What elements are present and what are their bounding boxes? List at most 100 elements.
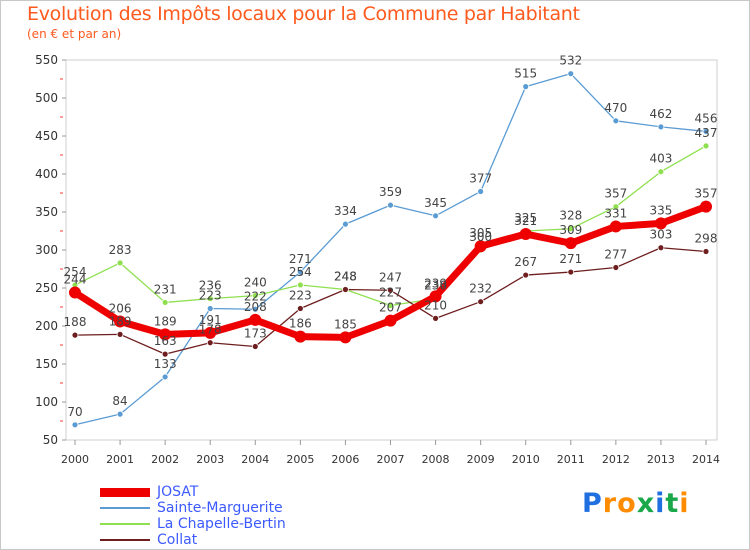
legend-swatch bbox=[100, 539, 150, 541]
data-point bbox=[251, 292, 259, 300]
data-label: 178 bbox=[199, 323, 222, 337]
data-point bbox=[477, 298, 485, 306]
x-tick-label: 2008 bbox=[422, 453, 450, 466]
data-point bbox=[251, 343, 259, 350]
data-label: 254 bbox=[64, 265, 87, 279]
data-point bbox=[657, 244, 665, 252]
x-tick-label: 2010 bbox=[512, 453, 540, 466]
data-label: 247 bbox=[379, 270, 402, 284]
x-tick-label: 2003 bbox=[196, 453, 224, 466]
y-tick-label: 150 bbox=[35, 357, 58, 371]
proxiti-logo: Proxiti bbox=[582, 488, 690, 519]
data-label: 240 bbox=[244, 276, 267, 290]
data-point bbox=[432, 314, 439, 322]
logo-letter: o bbox=[617, 488, 637, 519]
logo-letter: P bbox=[582, 488, 603, 519]
data-point bbox=[702, 248, 710, 255]
data-label: 345 bbox=[424, 196, 447, 210]
data-label: 303 bbox=[649, 228, 672, 242]
data-label: 331 bbox=[604, 206, 627, 220]
legend-label: Sainte-Marguerite bbox=[157, 500, 283, 516]
x-tick-label: 2005 bbox=[286, 453, 314, 466]
y-tick-label: 100 bbox=[35, 395, 58, 409]
logo-letter: i bbox=[655, 488, 666, 519]
data-point bbox=[204, 326, 217, 339]
y-tick-label: 350 bbox=[35, 205, 58, 219]
data-label: 334 bbox=[334, 204, 357, 218]
data-label: 244 bbox=[64, 273, 87, 287]
data-label: 232 bbox=[469, 282, 492, 296]
data-label: 470 bbox=[604, 101, 627, 115]
x-tick-label: 2012 bbox=[602, 453, 630, 466]
x-tick-label: 2002 bbox=[151, 453, 179, 466]
logo-letter: r bbox=[602, 488, 618, 519]
data-point bbox=[474, 240, 487, 253]
data-point bbox=[522, 271, 530, 279]
data-label: 185 bbox=[334, 317, 357, 331]
data-point bbox=[387, 302, 394, 309]
data-label: 188 bbox=[64, 315, 87, 329]
x-tick-label: 2014 bbox=[692, 453, 720, 466]
data-point bbox=[657, 123, 665, 131]
data-label: 456 bbox=[695, 111, 718, 125]
data-label: 236 bbox=[199, 279, 222, 293]
y-tick-label: 400 bbox=[35, 167, 58, 181]
data-point bbox=[700, 200, 712, 213]
x-tick-label: 2011 bbox=[557, 453, 585, 466]
data-point bbox=[206, 295, 214, 303]
y-tick-label: 450 bbox=[35, 129, 58, 143]
x-tick-label: 2009 bbox=[467, 453, 495, 466]
logo-letter: t bbox=[665, 488, 680, 519]
data-point bbox=[339, 331, 352, 344]
data-label: 309 bbox=[559, 223, 582, 237]
data-label: 325 bbox=[514, 211, 537, 225]
data-label: 403 bbox=[649, 152, 672, 166]
data-label: 189 bbox=[154, 314, 177, 328]
data-label: 321 bbox=[514, 214, 537, 228]
data-point bbox=[567, 70, 575, 78]
data-label: 248 bbox=[334, 270, 357, 284]
data-label: 210 bbox=[424, 298, 447, 312]
legend-swatch bbox=[100, 523, 150, 525]
legend-swatch bbox=[100, 507, 150, 509]
x-tick-label: 2006 bbox=[331, 453, 359, 466]
x-tick-label: 2004 bbox=[241, 453, 269, 466]
data-point bbox=[609, 220, 622, 233]
data-label: 377 bbox=[469, 171, 492, 185]
logo-letter: x bbox=[636, 488, 656, 519]
data-label: 515 bbox=[514, 67, 537, 81]
data-point bbox=[654, 217, 667, 230]
data-point bbox=[429, 290, 442, 303]
data-label: 163 bbox=[154, 334, 177, 348]
data-point bbox=[657, 168, 665, 176]
data-point bbox=[387, 201, 394, 209]
data-label: 186 bbox=[289, 317, 312, 331]
data-label: 227 bbox=[379, 285, 402, 299]
legend-label: La Chapelle-Bertin bbox=[157, 516, 286, 532]
data-point bbox=[161, 299, 169, 306]
data-label: 357 bbox=[695, 187, 718, 201]
y-tick-label: 200 bbox=[35, 319, 58, 333]
data-point bbox=[384, 314, 397, 327]
data-label: 239 bbox=[424, 276, 447, 290]
data-label: 357 bbox=[604, 187, 627, 201]
data-point bbox=[116, 410, 124, 418]
x-tick-label: 2007 bbox=[377, 453, 405, 466]
data-point bbox=[564, 237, 577, 250]
data-label: 335 bbox=[649, 203, 672, 217]
data-point bbox=[342, 286, 349, 293]
data-label: 248 bbox=[334, 270, 357, 284]
data-point bbox=[477, 188, 485, 195]
data-point bbox=[432, 212, 439, 220]
data-point bbox=[519, 228, 532, 241]
data-label: 300 bbox=[469, 230, 492, 244]
data-label: 70 bbox=[67, 405, 82, 419]
data-point bbox=[567, 268, 575, 276]
y-tick-label: 250 bbox=[35, 281, 58, 295]
data-point bbox=[116, 330, 124, 338]
legend-item: JOSAT bbox=[100, 484, 360, 500]
data-point bbox=[161, 373, 169, 381]
legend-item: Collat bbox=[100, 532, 360, 548]
x-tick-label: 2001 bbox=[106, 453, 134, 466]
data-point bbox=[612, 264, 620, 271]
